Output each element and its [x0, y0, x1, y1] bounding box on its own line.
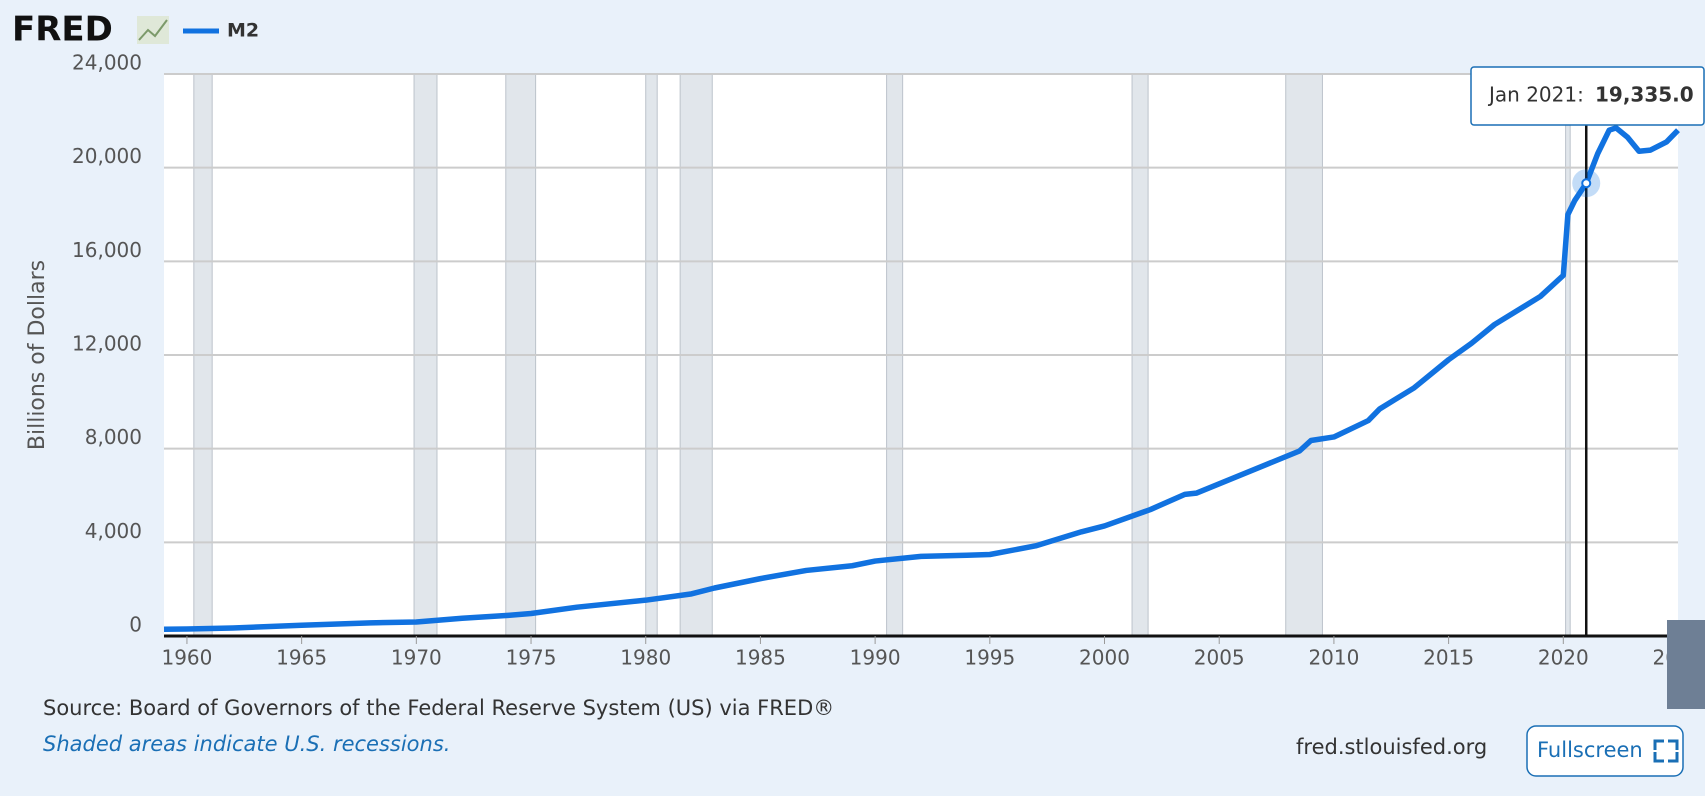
tooltip-box: [1470, 66, 1705, 126]
side-handle[interactable]: [1667, 620, 1705, 709]
tooltip-label: Jan 2021:: [1487, 83, 1584, 107]
x-tick-label: 2005: [1194, 646, 1245, 670]
y-tick-label: 0: [129, 613, 142, 637]
tooltip-value: 19,335.0: [1595, 83, 1694, 107]
source: Source: Board of Governors of the Federa…: [43, 696, 834, 720]
site: fred.stlouisfed.org: [1296, 735, 1487, 759]
x-tick-label: 2000: [1079, 646, 1130, 670]
legend-label: M2: [227, 20, 259, 42]
data-line: [163, 125, 1680, 632]
hover-point: [1581, 178, 1592, 189]
logo: FRED: [12, 10, 113, 50]
x-tick-label: 1970: [391, 646, 442, 670]
x-tick-label: 1990: [850, 646, 901, 670]
fullscreen-label[interactable]: Fullscreen: [1537, 738, 1643, 762]
y-tick-label: 24,000: [72, 51, 142, 75]
x-tick-label: 2020: [1538, 646, 1589, 670]
fullscreen-icon: [1653, 739, 1679, 763]
fullscreen-button[interactable]: [1526, 725, 1684, 777]
x-tick-label: 2010: [1308, 646, 1359, 670]
y-tick-label: 16,000: [72, 238, 142, 262]
x-tick-label: 1995: [964, 646, 1015, 670]
x-tick-label: 1960: [161, 646, 212, 670]
y-tick-label: 12,000: [72, 332, 142, 356]
y-tick-label: 8,000: [85, 425, 142, 449]
y-axis-label: Billions of Dollars: [25, 260, 50, 450]
y-tick-label: 20,000: [72, 144, 142, 168]
y-tick-label: 4,000: [85, 519, 142, 543]
x-tick-label: 1985: [735, 646, 786, 670]
note: Shaded areas indicate U.S. recessions.: [43, 732, 450, 756]
logo-icon: [137, 16, 169, 44]
x-tick-label: 2015: [1423, 646, 1474, 670]
x-tick-label: 1980: [620, 646, 671, 670]
x-tick-label: 1965: [276, 646, 327, 670]
x-tick-label: 1975: [506, 646, 557, 670]
